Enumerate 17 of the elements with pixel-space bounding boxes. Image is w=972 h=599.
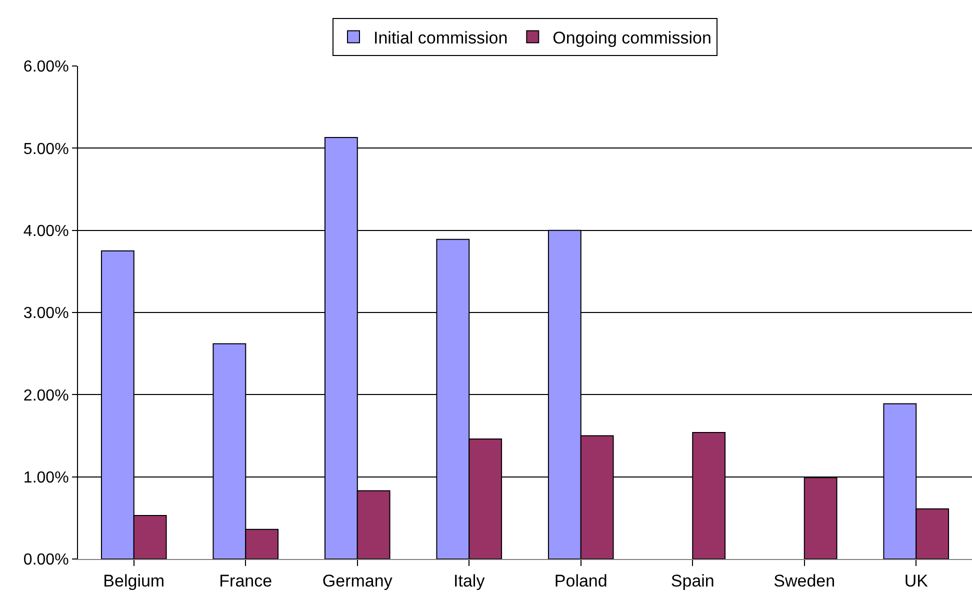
x-tick-label: Sweden <box>774 571 836 590</box>
y-tick-label: 2.00% <box>23 387 69 404</box>
legend-label: Initial commission <box>374 28 508 48</box>
x-tick-label: France <box>219 571 272 590</box>
y-tick-label: 0.00% <box>23 552 69 569</box>
x-tick-label: Italy <box>454 571 486 590</box>
x-tick-label: Spain <box>670 571 714 590</box>
x-tick-label: UK <box>904 571 929 590</box>
y-tick-label: 4.00% <box>23 222 69 240</box>
y-tick-label: 1.00% <box>23 469 69 486</box>
y-tick-label: 6.00% <box>23 58 69 76</box>
x-tick-label: Poland <box>554 571 608 590</box>
x-tick-label: Belgium <box>103 571 165 590</box>
legend-label: Ongoing commission <box>552 28 712 48</box>
y-tick-label: 3.00% <box>23 305 69 322</box>
x-tick-label: Germany <box>322 571 393 590</box>
y-tick-label: 5.00% <box>23 140 69 158</box>
